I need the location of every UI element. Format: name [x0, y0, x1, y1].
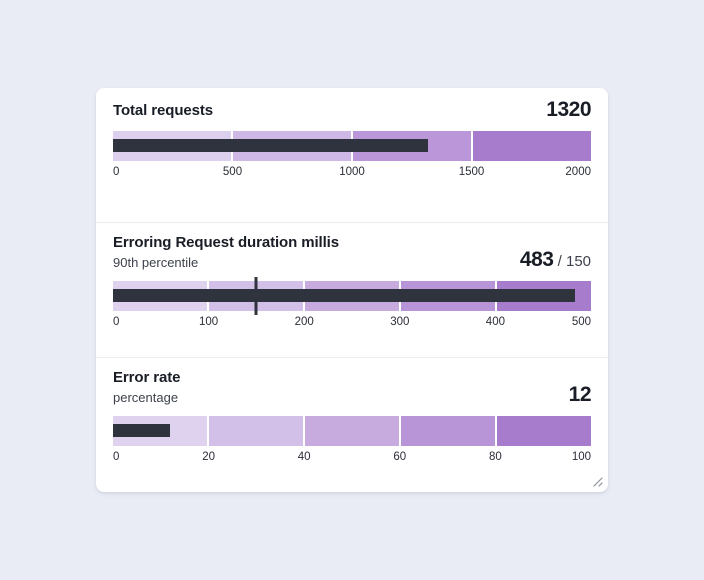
axis-tick-label: 0: [113, 316, 120, 328]
metric-value-group: 483 / 150: [520, 248, 591, 271]
metric-titles: Erroring Request duration millis 90th pe…: [113, 233, 339, 271]
bullet-band: [303, 416, 399, 446]
metric-value: 483: [519, 248, 554, 271]
bullet-bands: [113, 416, 591, 446]
axis-tick-label: 60: [393, 451, 407, 463]
bullet-band: [399, 416, 495, 446]
resize-grip-icon: [592, 476, 603, 487]
axis-tick-label: 300: [390, 316, 410, 328]
bullet-chart: [113, 131, 591, 161]
metric-header: Total requests 1320: [113, 98, 591, 121]
axis-tick-label: 100: [199, 316, 219, 328]
axis-tick-label: 400: [485, 316, 505, 328]
axis-tick-label: 100: [571, 451, 591, 463]
bullet-band: [495, 416, 591, 446]
axis-tick-label: 40: [297, 451, 311, 463]
metric-titles: Total requests: [113, 101, 213, 121]
axis-tick-label: 2000: [565, 166, 591, 178]
metric-titles: Error rate percentage: [113, 368, 180, 406]
metric-title: Total requests: [113, 102, 214, 119]
bullet-axis: 0 20 40 60 80 100: [113, 451, 591, 466]
metric-target-value: / 150: [553, 253, 591, 270]
bullet-band: [207, 416, 303, 446]
metric-value-group: 12: [568, 383, 592, 406]
axis-tick-label: 0: [113, 451, 120, 463]
metric-subtitle: percentage: [113, 390, 179, 405]
metric-subtitle: 90th percentile: [113, 255, 199, 270]
bullet-measure-bar: [113, 289, 575, 302]
axis-tick-label: 200: [294, 316, 314, 328]
bullet-axis: 0 500 1000 1500 2000: [113, 166, 591, 181]
metric-title: Error rate: [113, 369, 181, 386]
axis-tick-label: 500: [571, 316, 591, 328]
metric-section-total-requests: Total requests 1320 0 500 1000 1500 2000: [96, 88, 608, 222]
metric-header: Error rate percentage 12: [113, 368, 592, 406]
axis-tick-label: 80: [488, 451, 502, 463]
metric-value-group: 1320: [546, 98, 591, 121]
metric-header: Erroring Request duration millis 90th pe…: [113, 233, 591, 271]
axis-tick-label: 20: [202, 451, 215, 463]
bullet-axis: 0 100 200 300 400 500: [113, 316, 591, 331]
axis-tick-label: 500: [222, 166, 243, 178]
axis-tick-label: 1500: [458, 166, 485, 178]
resize-handle[interactable]: [591, 475, 603, 487]
metric-value: 12: [568, 383, 592, 406]
bullet-band: [471, 131, 591, 161]
bullet-chart: [113, 416, 591, 446]
axis-tick-label: 1000: [339, 166, 365, 178]
axis-tick-label: 0: [113, 166, 120, 178]
metric-section-erroring-request-duration-millis: Erroring Request duration millis 90th pe…: [96, 222, 608, 357]
metric-value: 1320: [546, 98, 591, 121]
bullet-chart: [113, 277, 591, 315]
metrics-widget-card: Total requests 1320 0 500 1000 1500 2000 Err…: [96, 88, 608, 492]
bullet-measure-bar: [113, 139, 429, 152]
metric-title: Erroring Request duration millis: [113, 234, 339, 251]
bullet-target-marker: [254, 277, 258, 315]
bullet-measure-bar: [113, 424, 171, 437]
metric-section-error-rate: Error rate percentage 12 0 20 40 60 80 100: [96, 357, 608, 492]
